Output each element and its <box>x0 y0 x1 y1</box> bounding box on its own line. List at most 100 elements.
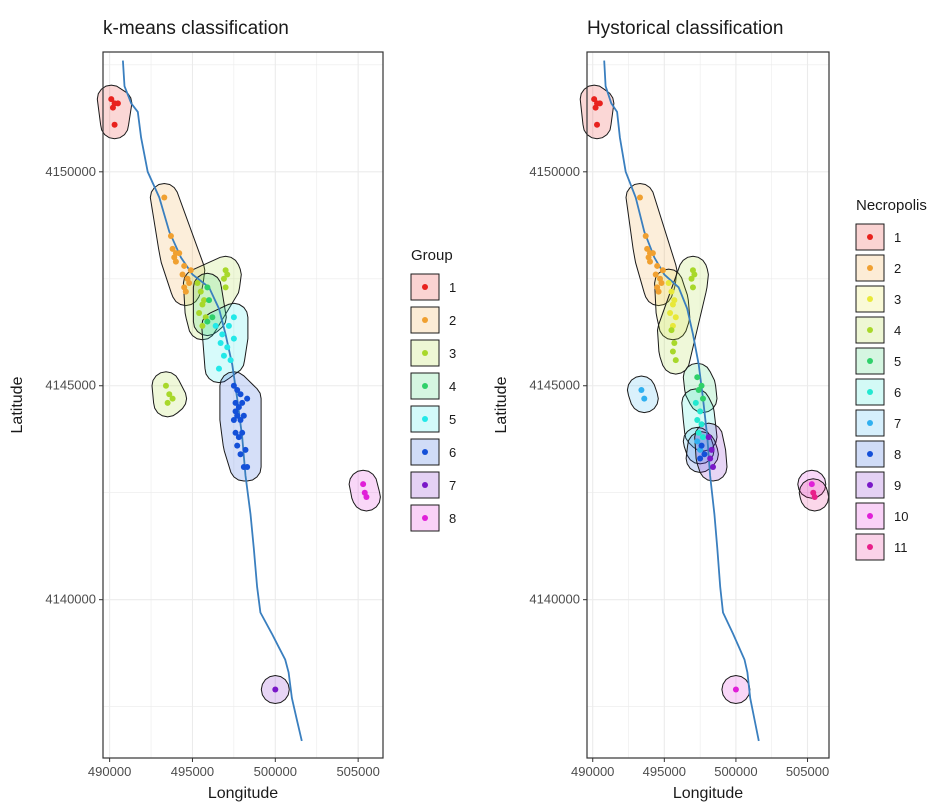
data-point-group-7 <box>641 395 648 402</box>
data-point-group-4 <box>206 297 213 304</box>
data-point-group-6 <box>232 429 239 436</box>
data-point-group-6 <box>232 399 239 406</box>
data-point-group-3 <box>665 280 672 287</box>
data-point-group-11 <box>811 493 818 500</box>
data-point-group-2 <box>187 267 194 274</box>
legend-dot-4 <box>422 383 428 389</box>
legend: Necropolis 1 2 3 4 5 6 7 8 9 10 11 <box>855 197 927 561</box>
data-point-group-7 <box>272 686 279 693</box>
x-tick-label: 490000 <box>571 764 614 779</box>
data-point-group-2 <box>644 245 651 252</box>
legend-dot-4 <box>867 327 873 333</box>
data-point-group-5 <box>217 339 224 346</box>
data-point-group-9 <box>710 464 717 471</box>
data-point-group-6 <box>692 399 699 406</box>
data-point-group-3 <box>196 310 203 317</box>
data-point-group-2 <box>179 271 186 278</box>
data-point-group-4 <box>668 327 675 334</box>
legend-label-7: 7 <box>449 478 456 493</box>
x-tick-label: 490000 <box>88 764 131 779</box>
y-tick-label: 4145000 <box>529 378 580 393</box>
legend-dot-3 <box>422 350 428 356</box>
x-axis-label: Longitude <box>208 785 278 802</box>
data-point-group-6 <box>239 429 246 436</box>
y-tick-label: 4140000 <box>45 592 96 607</box>
data-point-group-3 <box>199 322 206 329</box>
y-axis-label: Latitude <box>9 376 26 433</box>
x-tick-label: 495000 <box>171 764 214 779</box>
data-point-group-5 <box>227 357 234 364</box>
river-line <box>603 60 760 742</box>
legend-label-3: 3 <box>894 292 901 307</box>
legend-label-4: 4 <box>894 323 901 338</box>
legend-label-8: 8 <box>449 511 456 526</box>
cluster-hull-4 <box>656 255 709 375</box>
data-point-group-3 <box>668 288 675 295</box>
data-point-group-3 <box>164 399 171 406</box>
data-point-group-3 <box>224 271 231 278</box>
legend-label-5: 5 <box>449 412 456 427</box>
legend-label-2: 2 <box>449 313 456 328</box>
data-point-group-10 <box>808 481 815 488</box>
y-tick-label: 4145000 <box>45 378 96 393</box>
data-point-group-8 <box>363 493 370 500</box>
data-point-group-4 <box>204 318 211 325</box>
data-point-group-1 <box>592 104 599 111</box>
data-point-group-3 <box>194 280 201 287</box>
legend-dot-1 <box>867 234 873 240</box>
legend-dot-7 <box>867 420 873 426</box>
legend-label-4: 4 <box>449 379 456 394</box>
legend-dot-11 <box>867 544 873 550</box>
data-point-group-1 <box>594 121 601 128</box>
data-point-group-3 <box>667 310 674 317</box>
legend-label-6: 6 <box>449 445 456 460</box>
data-point-group-9 <box>707 455 714 462</box>
data-point-group-1 <box>108 96 115 103</box>
data-point-group-6 <box>232 408 239 415</box>
data-point-group-6 <box>244 395 251 402</box>
data-point-group-6 <box>237 451 244 458</box>
data-point-group-3 <box>201 297 208 304</box>
data-point-group-3 <box>671 297 678 304</box>
legend-dot-1 <box>422 284 428 290</box>
data-point-group-10 <box>732 686 739 693</box>
data-point-group-4 <box>688 275 695 282</box>
data-point-group-5 <box>220 352 227 359</box>
data-point-group-2 <box>182 288 189 295</box>
data-point-group-2 <box>655 288 662 295</box>
y-tick-label: 4150000 <box>45 164 96 179</box>
data-point-group-2 <box>161 194 168 201</box>
legend-label-6: 6 <box>894 385 901 400</box>
data-point-group-5 <box>225 322 232 329</box>
data-point-group-2 <box>654 262 661 269</box>
data-point-group-2 <box>642 232 649 239</box>
data-point-group-8 <box>360 481 367 488</box>
data-point-group-3 <box>169 395 176 402</box>
data-point-group-2 <box>181 262 188 269</box>
data-point-group-7 <box>694 438 701 445</box>
legend-dot-6 <box>867 389 873 395</box>
y-tick-label: 4140000 <box>529 592 580 607</box>
plot-border <box>102 51 384 759</box>
data-point-group-5 <box>230 335 237 342</box>
data-point-group-3 <box>672 314 679 321</box>
legend-dot-2 <box>422 317 428 323</box>
data-point-group-2 <box>167 232 174 239</box>
data-point-group-2 <box>658 280 665 287</box>
data-point-group-2 <box>652 271 659 278</box>
data-point-group-6 <box>237 391 244 398</box>
panel-2: 490000 495000 500000 5050004140000414500041… <box>493 18 927 802</box>
data-point-group-3 <box>197 288 204 295</box>
legend: Group 1 2 3 4 5 6 7 8 <box>410 247 456 532</box>
x-tick-label: 505000 <box>786 764 829 779</box>
legend-dot-8 <box>867 451 873 457</box>
cluster-hull-7 <box>626 375 659 414</box>
data-point-group-6 <box>230 416 237 423</box>
legend-label-2: 2 <box>894 261 901 276</box>
data-point-group-4 <box>669 348 676 355</box>
plot-border <box>586 51 830 759</box>
legend-dot-9 <box>867 482 873 488</box>
legend-dot-7 <box>422 482 428 488</box>
data-point-group-2 <box>172 258 179 265</box>
